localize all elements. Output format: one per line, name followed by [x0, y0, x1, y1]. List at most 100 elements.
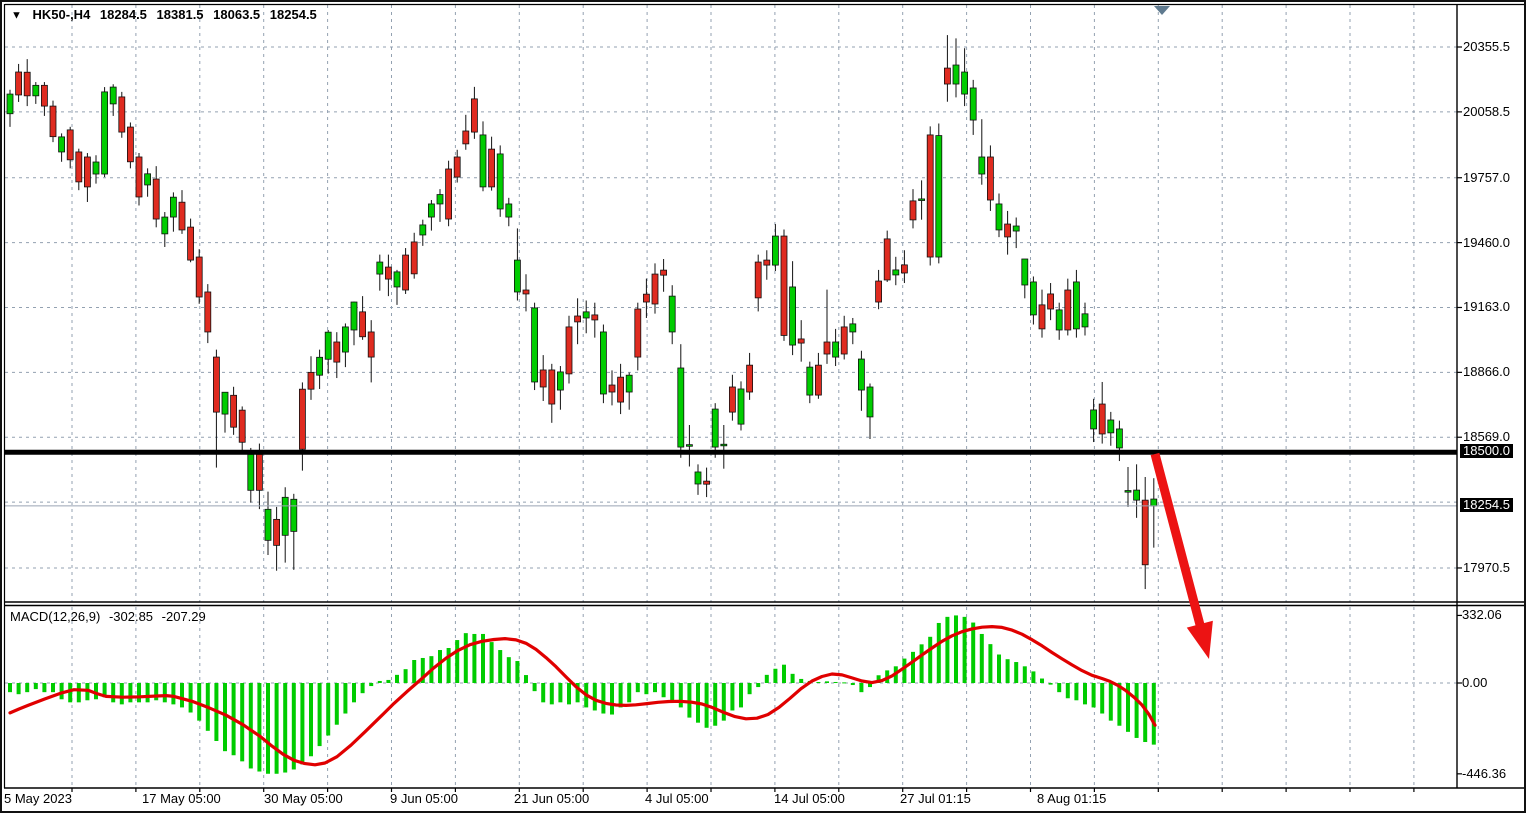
macd-histogram-bar — [51, 683, 55, 693]
macd-histogram-bar — [395, 674, 399, 683]
time-axis-label[interactable]: 5 May 2023 — [4, 791, 72, 806]
macd-histogram-bar — [8, 683, 12, 693]
price-axis-label[interactable]: 20058.5 — [1463, 103, 1510, 119]
macd-histogram-bar — [799, 678, 804, 683]
macd-histogram-bar — [515, 661, 520, 683]
price-axis-label[interactable]: 18866.0 — [1463, 364, 1510, 380]
price-badge: 18254.5 — [1460, 497, 1513, 512]
macd-histogram-bar — [188, 683, 193, 713]
macd-histogram-bar — [1126, 683, 1130, 732]
bull-candle — [436, 194, 444, 205]
macd-histogram-bar — [1083, 683, 1087, 705]
price-axis-label[interactable]: 17970.5 — [1463, 559, 1510, 575]
macd-histogram-bar — [472, 633, 477, 683]
macd-histogram-bar — [721, 683, 726, 721]
symbol-period-label: HK50-,H4 — [32, 7, 91, 22]
bull-candle — [92, 161, 100, 175]
bull-candle — [1021, 258, 1029, 286]
bear-candle — [359, 311, 367, 338]
macd-histogram-bar — [601, 683, 606, 714]
price-axis-label[interactable]: 20355.5 — [1463, 39, 1510, 54]
time-axis-label[interactable]: 27 Jul 01:15 — [900, 791, 971, 806]
bull-candle — [514, 259, 521, 293]
bear-candle — [135, 156, 143, 198]
bull-candle — [393, 271, 401, 288]
bear-candle — [944, 67, 951, 85]
bear-candle — [746, 364, 753, 393]
macd-histogram-bar — [59, 683, 64, 700]
bull-candle — [1150, 498, 1158, 507]
chart-title: ▼ HK50-,H4 18284.5 18381.5 18063.5 18254… — [10, 8, 323, 22]
macd-histogram-bar — [1100, 683, 1105, 714]
macd-histogram-bar — [257, 683, 262, 772]
macd-axis-label[interactable]: -446.36 — [1462, 765, 1507, 781]
bull-candle — [1081, 313, 1089, 328]
time-axis-label[interactable]: 17 May 05:00 — [142, 791, 221, 806]
macd-histogram-bar — [558, 683, 563, 703]
time-axis-label[interactable]: 14 Jul 05:00 — [774, 791, 845, 806]
price-axis-label[interactable]: 19757.0 — [1463, 169, 1510, 185]
bull-candle — [952, 64, 960, 85]
bear-candle — [41, 84, 48, 107]
macd-histogram-bar — [309, 683, 313, 757]
bear-candle — [230, 394, 238, 428]
macd-histogram-bar — [532, 683, 537, 692]
bull-candle — [161, 216, 169, 235]
macd-axis-label[interactable]: 0.00 — [1462, 675, 1488, 690]
macd-histogram-bar — [266, 683, 270, 774]
bull-candle — [789, 286, 796, 346]
trend-arrow-head[interactable] — [1186, 620, 1213, 659]
bull-candle — [264, 508, 272, 541]
bear-candle — [909, 200, 917, 221]
macd-histogram-bar — [1057, 683, 1062, 693]
bear-candle — [875, 280, 882, 303]
ohlc-close: 18254.5 — [269, 7, 317, 22]
bear-candle — [402, 254, 410, 291]
time-axis-label[interactable]: 8 Aug 01:15 — [1037, 791, 1107, 806]
bear-candle — [703, 480, 710, 485]
price-axis-label[interactable]: 19460.0 — [1463, 234, 1510, 250]
macd-histogram-bar — [1040, 678, 1044, 683]
macd-histogram-bar — [240, 683, 245, 762]
trend-arrow-shaft — [1150, 452, 1206, 632]
bear-candle — [298, 388, 306, 450]
macd-histogram-bar — [549, 683, 554, 705]
macd-histogram-bar — [833, 681, 838, 683]
bear-candle — [643, 293, 650, 303]
bull-candle — [419, 224, 427, 236]
bull-candle — [694, 471, 702, 485]
bull-candle — [625, 374, 633, 393]
price-axis-label[interactable]: 18569.0 — [1463, 429, 1510, 445]
macd-histogram-bar — [730, 683, 735, 711]
macd-histogram-bar — [997, 654, 1001, 683]
time-axis-label[interactable]: 21 Jun 05:00 — [514, 791, 590, 806]
bear-candle — [651, 273, 659, 305]
macd-histogram-bar — [653, 683, 657, 693]
time-axis-label[interactable]: 4 Jul 05:00 — [645, 791, 709, 806]
price-axis-label[interactable]: 19163.0 — [1463, 299, 1510, 315]
macd-histogram-bar — [764, 674, 769, 683]
bear-candle — [591, 314, 599, 321]
bear-candle — [1064, 289, 1072, 331]
macd-histogram-bar — [489, 642, 494, 683]
macd-histogram-bar — [412, 660, 417, 683]
time-axis-label[interactable]: 9 Jun 05:00 — [390, 791, 458, 806]
macd-axis-label[interactable]: 332.06 — [1462, 607, 1502, 623]
bear-candle — [187, 226, 195, 261]
macd-histogram-bar — [747, 683, 752, 695]
macd-name: MACD(12,26,9) — [10, 609, 101, 624]
bear-candle — [840, 326, 848, 355]
bear-candle — [780, 235, 788, 336]
chart-dropdown-icon[interactable]: ▼ — [10, 8, 22, 21]
bear-candle — [883, 238, 891, 281]
time-axis-label[interactable]: 30 May 05:00 — [264, 791, 343, 806]
bear-candle — [384, 266, 392, 280]
bull-candle — [6, 93, 14, 115]
bear-candle — [660, 269, 667, 276]
bear-candle — [15, 71, 23, 96]
macd-histogram-bar — [223, 683, 227, 752]
bull-candle — [101, 91, 108, 175]
macd-histogram-bar — [850, 683, 855, 686]
